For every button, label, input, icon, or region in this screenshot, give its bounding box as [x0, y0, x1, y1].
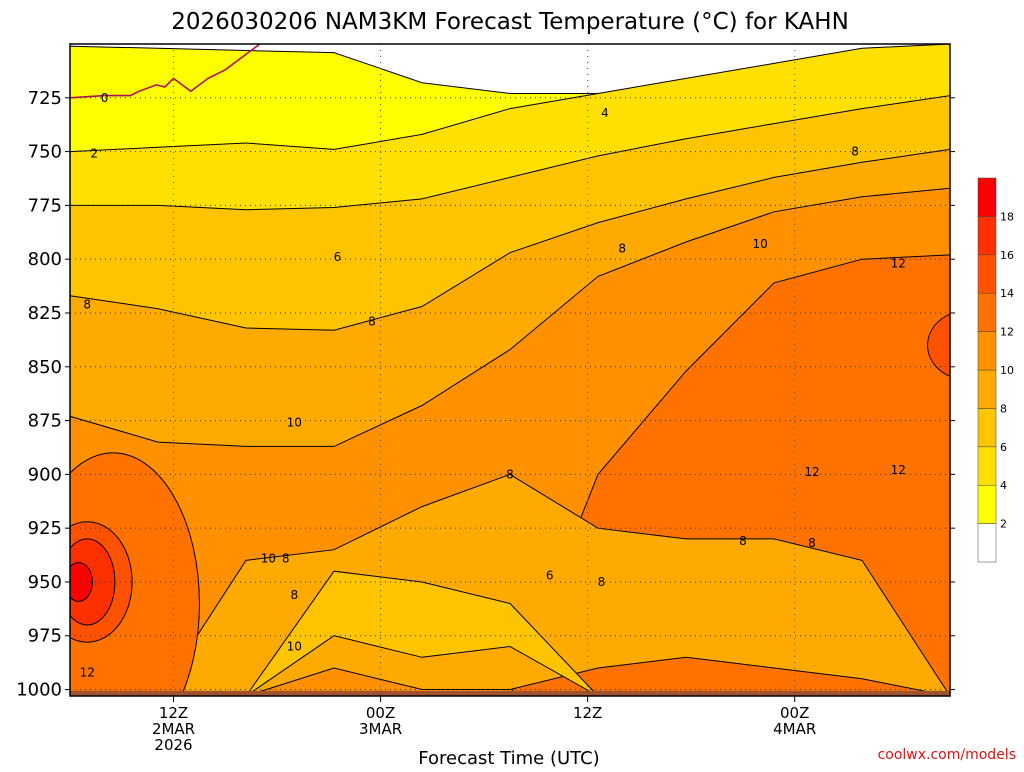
colorbar-label: 6 — [1000, 441, 1007, 454]
watermark-text: coolwx.com/models — [878, 747, 1016, 763]
y-tick-label: 775 — [28, 195, 62, 216]
contour-label: 10 — [261, 551, 276, 565]
y-tick-label: 800 — [28, 249, 62, 270]
x-tick-label: 12Z — [573, 704, 602, 722]
contour-label: 12 — [80, 665, 95, 679]
colorbar-swatch — [977, 254, 997, 294]
y-tick-label: 850 — [28, 357, 62, 378]
cool-layer-6 — [70, 570, 950, 696]
x-tick-label: 00Z — [780, 704, 809, 722]
x-tick-label: 2MAR — [152, 720, 195, 738]
contour-label: 2 — [90, 147, 98, 161]
x-axis-label: Forecast Time (UTC) — [418, 748, 599, 768]
colorbar-swatch — [977, 369, 997, 409]
y-tick-label: 750 — [28, 142, 62, 163]
plot-fill-layer: 02481068101288141081212128881088681012 — [70, 44, 950, 696]
x-tick-label: 4MAR — [773, 720, 816, 738]
colorbar-label: 4 — [1000, 479, 1007, 492]
contour-label: 8 — [368, 315, 376, 329]
colorbar-swatch — [977, 523, 997, 563]
contour-label: 8 — [618, 241, 626, 255]
contour-label: 8 — [739, 534, 747, 548]
warm-pocket-14 — [927, 313, 950, 377]
contour-label: 12 — [891, 463, 906, 477]
y-tick-label: 825 — [28, 303, 62, 324]
y-tick-label: 975 — [28, 626, 62, 647]
x-tick-label: 3MAR — [359, 720, 402, 738]
colorbar-label: 14 — [1000, 287, 1014, 300]
contour-label: 10 — [287, 416, 302, 430]
y-tick-label: 725 — [28, 88, 62, 109]
colorbar-label: 2 — [1000, 518, 1007, 531]
contour-label: 8 — [808, 536, 816, 550]
y-axis: 725 750 775 800 825 850 875 900 925 950 975 1000 — [16, 88, 955, 701]
x-tick-label: 2026 — [154, 736, 192, 754]
contour-label: 10 — [753, 237, 768, 251]
y-tick-label: 950 — [28, 572, 62, 593]
plot-area: 02481068101288141081212128881088681012 — [69, 43, 951, 697]
y-tick-label: 1000 — [16, 680, 62, 701]
freezing-line — [70, 44, 261, 99]
colorbar-swatch — [977, 216, 997, 256]
contour-label: 8 — [506, 467, 514, 481]
colorbar-swatch — [977, 177, 997, 217]
colorbar-swatch — [977, 331, 997, 371]
contour-label: 12 — [891, 256, 906, 270]
ground-surface — [70, 690, 950, 696]
contour-label: 4 — [601, 106, 609, 120]
contour-label: 10 — [287, 640, 302, 654]
contour-label: 8 — [290, 588, 298, 602]
x-tick-label: 12Z — [159, 704, 188, 722]
colorbar-swatch — [977, 292, 997, 332]
colorbar-label: 8 — [1000, 402, 1007, 415]
colorbar-swatch — [977, 408, 997, 448]
warm-pocket-18 — [70, 562, 93, 602]
colorbar-label: 18 — [1000, 210, 1014, 223]
colorbar-swatch — [977, 484, 997, 524]
contour-label: 6 — [546, 568, 554, 582]
colorbar-label: 12 — [1000, 326, 1014, 339]
y-tick-label: 900 — [28, 464, 62, 485]
x-tick-label: 00Z — [366, 704, 395, 722]
colorbar-swatch — [977, 446, 997, 486]
contour-label: 0 — [101, 91, 109, 105]
y-tick-label: 875 — [28, 411, 62, 432]
plot-frame — [69, 43, 951, 697]
contour-label: 8 — [83, 297, 91, 311]
colorbar-label: 16 — [1000, 249, 1014, 262]
contour-label: 12 — [804, 465, 819, 479]
contour-label: 8 — [282, 551, 290, 565]
contour-label: 8 — [598, 575, 606, 589]
y-tick-label: 925 — [28, 518, 62, 539]
colorbar-label: 10 — [1000, 364, 1014, 377]
chart-title: 2026030206 NAM3KM Forecast Temperature (… — [171, 9, 849, 35]
contour-label: 8 — [851, 145, 859, 159]
colorbar-legend: 2 4 6 8 10 12 14 16 18 — [977, 177, 1014, 563]
contour-label: 6 — [334, 250, 342, 264]
